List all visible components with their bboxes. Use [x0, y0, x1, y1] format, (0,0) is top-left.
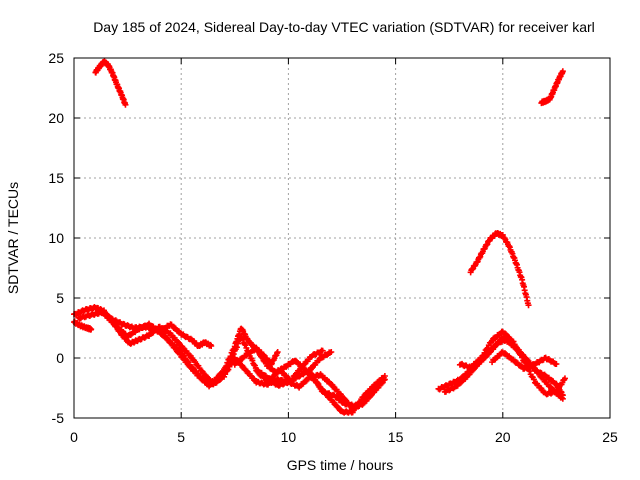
data-point [188, 364, 195, 371]
data-point [481, 349, 488, 356]
series-arc-2 [538, 68, 566, 107]
data-point [224, 359, 231, 366]
y-tick-label: 25 [48, 50, 64, 66]
data-point [510, 338, 517, 345]
data-point [122, 101, 129, 108]
data-point [559, 395, 566, 402]
data-point [373, 385, 380, 391]
y-tick-label: 15 [48, 170, 64, 186]
series-arc-8 [146, 321, 215, 350]
data-point [296, 367, 303, 374]
series-arc-4 [71, 318, 95, 333]
data-point [328, 349, 335, 355]
data-point [227, 353, 234, 360]
x-tick-label: 20 [495, 429, 511, 445]
data-point [501, 330, 508, 337]
data-point [546, 383, 553, 390]
y-tick-label: 5 [56, 290, 64, 306]
data-point [223, 362, 230, 369]
y-tick-label: 0 [56, 350, 64, 366]
data-point [492, 335, 499, 342]
x-tick-label: 10 [281, 429, 297, 445]
data-point [214, 374, 221, 381]
data-series [71, 58, 568, 416]
data-point [365, 392, 372, 399]
data-point [249, 357, 256, 364]
data-point [186, 352, 193, 359]
series-arc-3 [467, 229, 532, 309]
data-point [184, 358, 191, 365]
x-axis-title: GPS time / hours [287, 457, 394, 473]
data-point [319, 347, 326, 354]
data-point [521, 358, 528, 365]
series-arc-15 [456, 328, 568, 398]
chart-title: Day 185 of 2024, Sidereal Day-to-day VTE… [93, 19, 595, 35]
data-point [174, 338, 181, 345]
data-point [530, 376, 537, 383]
data-point [561, 375, 568, 382]
x-tick-label: 5 [177, 429, 185, 445]
data-point [274, 349, 281, 355]
data-point [519, 354, 526, 361]
data-point [525, 302, 532, 309]
data-point [171, 324, 178, 331]
series-arc-9 [231, 344, 281, 368]
x-axis-ticks: 0 5 10 15 20 25 [70, 58, 618, 445]
data-point [177, 347, 184, 354]
x-tick-label: 15 [388, 429, 404, 445]
data-point [457, 379, 464, 386]
data-point [559, 68, 566, 75]
series-arc-16 [489, 349, 560, 372]
y-axis-ticks: -5 0 5 10 15 20 25 [48, 50, 610, 426]
y-tick-label: -5 [52, 410, 65, 426]
data-point [88, 326, 95, 333]
data-point [208, 343, 215, 349]
data-point [313, 379, 320, 386]
data-point [109, 319, 116, 326]
data-point [381, 373, 388, 379]
y-tick-label: 20 [48, 110, 64, 126]
y-tick-label: 10 [48, 230, 64, 246]
data-point [553, 361, 560, 367]
data-point [292, 357, 299, 364]
series-arc-12 [311, 374, 380, 410]
data-point [241, 341, 248, 348]
y-axis-title: SDTVAR / TECUs [5, 182, 21, 294]
x-tick-label: 0 [70, 429, 78, 445]
series-arc-1 [92, 58, 129, 108]
data-point [514, 346, 521, 353]
data-point [483, 345, 490, 352]
x-tick-label: 25 [602, 429, 618, 445]
data-point [198, 367, 205, 374]
